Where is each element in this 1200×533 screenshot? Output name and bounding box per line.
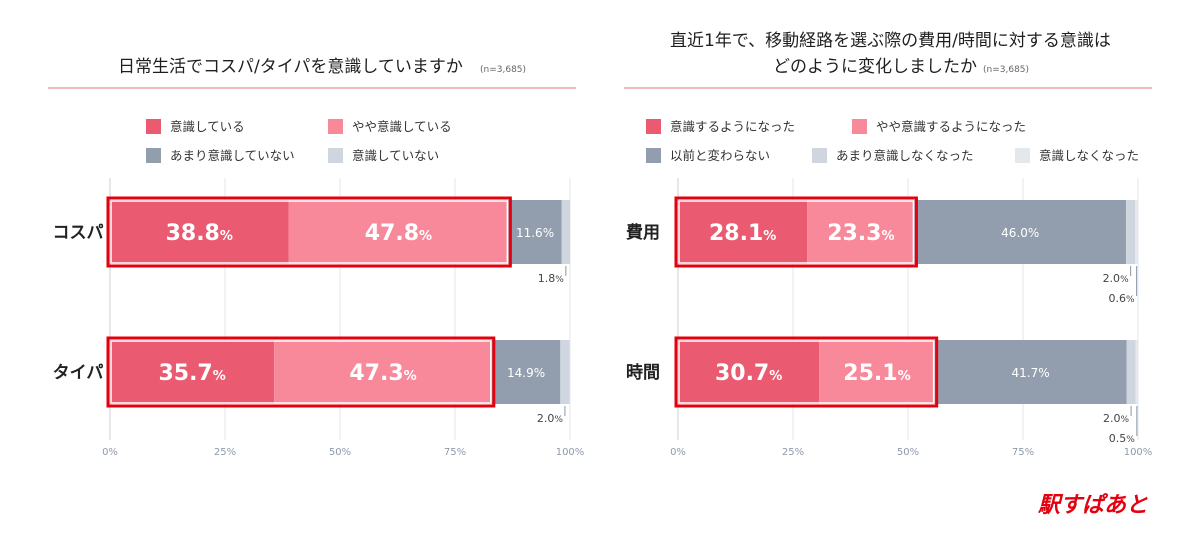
category-label: 時間 — [626, 362, 660, 383]
bar-segment — [288, 200, 509, 264]
highlight-box — [674, 196, 918, 268]
data-label-outside: 1.8% — [538, 272, 565, 285]
bar-segment — [934, 340, 1127, 404]
highlight-inner — [110, 200, 509, 264]
x-tick-label: 100% — [1124, 447, 1153, 458]
category-label: タイパ — [53, 363, 104, 383]
bar-segment — [1126, 340, 1136, 404]
data-label-outside: 2.0% — [1103, 272, 1130, 285]
legend-swatch — [328, 119, 343, 134]
bar-segment — [560, 340, 570, 404]
legend-swatch — [852, 119, 867, 134]
brand-logo-text: 駅すぱあと — [1038, 493, 1148, 518]
data-label-outside: 2.0% — [1103, 412, 1130, 425]
legend-label: やや意識している — [352, 119, 452, 134]
legend-swatch — [646, 148, 661, 163]
chart-2: 0% 25% 50% 75% 100% 意識するようになった やや意識するようになった以前と… — [626, 119, 1152, 458]
chart1-title: 日常生活でコスパ/タイパを意識していますか — [118, 57, 463, 77]
legend-swatch — [812, 148, 827, 163]
bar-segment — [807, 200, 915, 264]
data-label-outside: 0.5% — [1109, 432, 1136, 445]
legend-swatch — [146, 148, 161, 163]
highlight-inner — [678, 200, 915, 264]
data-label: 25.1% — [843, 361, 910, 386]
data-label: 46.0% — [1001, 226, 1039, 240]
x-tick-label: 50% — [897, 447, 919, 458]
legend-label: やや意識するようになった — [876, 119, 1026, 134]
data-label-outside: 0.6% — [1109, 292, 1136, 305]
bar-segment — [1135, 200, 1138, 264]
data-label: 35.7% — [158, 361, 225, 386]
bar-segment — [819, 340, 935, 404]
x-tick-label: 0% — [670, 447, 686, 458]
highlight-box — [106, 336, 496, 408]
highlight-inner — [110, 340, 492, 404]
legend-label: 以前と変わらない — [670, 148, 770, 163]
chart2-title-line2: どのように変化しましたか — [773, 57, 977, 77]
chart1-note: (n=3,685) — [480, 65, 526, 75]
chart2-title-line1: 直近1年で、移動経路を選ぶ際の費用/時間に対する意識は — [670, 31, 1111, 51]
data-label: 47.3% — [349, 361, 416, 386]
data-label: 30.7% — [715, 361, 782, 386]
bar-segment — [508, 200, 562, 264]
data-label: 28.1% — [709, 221, 776, 246]
legend-label: 意識していない — [352, 148, 439, 163]
data-label: 11.6% — [516, 226, 554, 240]
bar-segment — [110, 340, 275, 404]
bar-segment — [1135, 340, 1138, 404]
data-label-outside: 2.0% — [537, 412, 564, 425]
x-tick-label: 75% — [1012, 447, 1034, 458]
legend-swatch — [328, 148, 343, 163]
legend-label: 意識するようになった — [670, 119, 795, 134]
legend-label: あまり意識していない — [170, 148, 295, 163]
bar-segment — [678, 200, 808, 264]
category-label: コスパ — [53, 223, 104, 243]
data-label: 47.8% — [365, 221, 432, 246]
bar-segment — [678, 340, 820, 404]
highlight-inner — [678, 340, 935, 404]
x-tick-label: 0% — [102, 447, 118, 458]
bar-segment — [110, 200, 289, 264]
data-label: 14.9% — [507, 366, 545, 380]
x-tick-label: 25% — [782, 447, 804, 458]
brand-logo: 駅すぱあと — [1038, 493, 1148, 518]
highlight-box — [674, 336, 939, 408]
data-label: 41.7% — [1012, 366, 1050, 380]
legend-swatch — [146, 119, 161, 134]
x-tick-label: 50% — [329, 447, 351, 458]
legend-label: 意識している — [170, 119, 245, 134]
bar-segment — [491, 340, 561, 404]
bar-segment — [914, 200, 1127, 264]
legend-swatch — [646, 119, 661, 134]
legend-label: 意識しなくなった — [1039, 148, 1139, 163]
data-label: 23.3% — [827, 221, 894, 246]
bar-segment — [274, 340, 492, 404]
legend-swatch — [1015, 148, 1030, 163]
x-tick-label: 25% — [214, 447, 236, 458]
chart2-note: (n=3,685) — [983, 65, 1029, 75]
bar-segment — [561, 200, 570, 264]
data-label: 38.8% — [166, 221, 233, 246]
x-tick-label: 100% — [556, 447, 585, 458]
highlight-box — [106, 196, 512, 268]
x-tick-label: 75% — [444, 447, 466, 458]
category-label: 費用 — [626, 222, 660, 243]
bar-segment — [1126, 200, 1136, 264]
legend-label: あまり意識しなくなった — [836, 148, 974, 163]
